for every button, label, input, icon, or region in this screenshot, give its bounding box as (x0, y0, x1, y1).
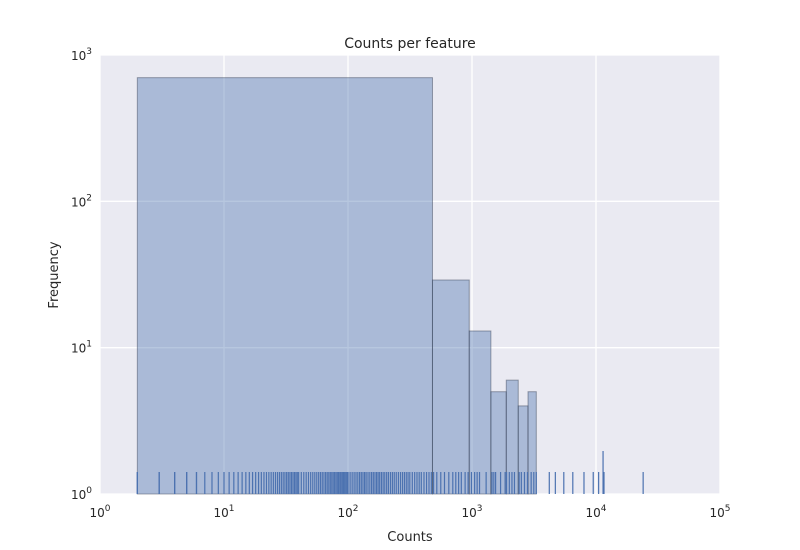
x-tick-label: 105 (709, 504, 730, 520)
grid-lines (99, 54, 721, 495)
y-axis-tick-labels: 100 101 102 103 (71, 47, 92, 502)
x-tick-label: 101 (213, 504, 234, 520)
rug-marks (136, 451, 644, 494)
y-tick-label: 100 (71, 486, 92, 502)
histogram-bars (136, 77, 537, 495)
y-tick-label: 101 (71, 340, 92, 356)
y-axis-label: Frequency (47, 241, 62, 308)
y-tick-label: 103 (71, 47, 92, 63)
x-axis-label: Counts (387, 530, 433, 545)
x-tick-label: 102 (337, 504, 358, 520)
histogram-bar (136, 77, 433, 495)
chart-title: Counts per feature (344, 36, 476, 52)
histogram-bar (468, 330, 492, 495)
histogram-bar (490, 391, 507, 495)
histogram-bar (517, 405, 529, 495)
y-tick-label: 102 (71, 193, 92, 209)
histogram-bar (431, 279, 470, 495)
x-axis-tick-labels: 100 101 102 103 104 105 (89, 504, 730, 520)
x-tick-label: 103 (461, 504, 482, 520)
x-tick-label: 104 (585, 504, 606, 520)
plot-area (100, 55, 720, 494)
histogram-bar (527, 391, 537, 495)
x-tick-label: 100 (89, 504, 110, 520)
